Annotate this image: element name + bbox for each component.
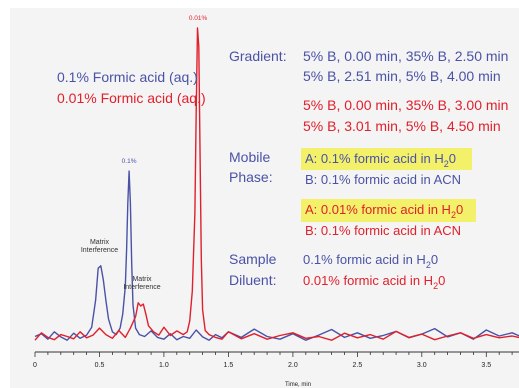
series-line-blue	[34, 170, 519, 341]
highlight-blue-a	[301, 148, 472, 170]
x-tick-label: 3.0	[417, 362, 427, 369]
frame-top	[0, 0, 519, 8]
peak-annotation: Matrix	[132, 276, 152, 283]
method-info: Gradient: 5% B, 0.00 min, 35% B, 2.50 mi…	[229, 48, 508, 291]
legend-item-red: 0.01% Formic acid (aq.)	[57, 90, 206, 106]
highlight-red-a	[301, 199, 476, 222]
sample-diluent-label-2: Diluent:	[229, 272, 276, 288]
peak-annotation: Interference	[81, 247, 118, 254]
gradient-label: Gradient:	[229, 48, 287, 64]
legend-item-blue: 0.1% Formic acid (aq.)	[57, 69, 198, 85]
x-axis: 0 0.5 1.0 1.5 2.0 2.5 3.0 3.5	[33, 351, 519, 369]
x-tick-label: 2.0	[288, 362, 298, 369]
x-tick-label: 2.5	[353, 362, 363, 369]
x-tick-label: 0	[33, 362, 37, 369]
x-axis-label: Time, min	[285, 382, 311, 388]
gradient-red-line-2: 5% B, 3.01 min, 5% B, 4.50 min	[303, 118, 501, 134]
gradient-blue-line-1: 5% B, 0.00 min, 35% B, 2.50 min	[303, 48, 508, 64]
mobile-phase-red-b: B: 0.1% formic acid in ACN	[305, 223, 461, 238]
sample-diluent-label-1: Sample	[229, 251, 277, 267]
annotation-layer: 0.01%0.1%MatrixInterferenceMatrixInterfe…	[81, 15, 208, 291]
sample-diluent-blue: 0.1% formic acid in H20	[303, 252, 438, 270]
peak-annotation: 0.1%	[122, 158, 137, 165]
peak-annotation: Matrix	[90, 239, 110, 246]
sample-diluent-red: 0.01% formic acid in H20	[303, 273, 445, 291]
legend: 0.1% Formic acid (aq.) 0.01% Formic acid…	[57, 69, 206, 106]
gradient-blue-line-2: 5% B, 2.51 min, 5% B, 4.00 min	[303, 68, 501, 84]
frame-left	[0, 0, 10, 388]
mobile-phase-red-a: A: 0.01% formic acid in H20	[305, 202, 463, 220]
gradient-red-line-1: 5% B, 0.00 min, 35% B, 3.00 min	[303, 97, 508, 113]
peak-annotation: Interference	[123, 284, 160, 291]
peak-annotation: 0.01%	[189, 15, 208, 22]
x-tick-label: 3.5	[481, 362, 491, 369]
x-tick-label: 0.5	[95, 362, 105, 369]
x-tick-label: 1.0	[159, 362, 169, 369]
mobile-phase-blue-a: A: 0.1% formic acid in H20	[305, 151, 456, 169]
mobile-phase-label-2: Phase:	[229, 169, 273, 185]
series-line-red	[34, 27, 519, 341]
mobile-phase-blue-b: B: 0.1% formic acid in ACN	[305, 172, 461, 187]
x-tick-label: 1.5	[224, 362, 234, 369]
series-layer	[34, 27, 519, 341]
mobile-phase-label-1: Mobile	[229, 149, 270, 165]
